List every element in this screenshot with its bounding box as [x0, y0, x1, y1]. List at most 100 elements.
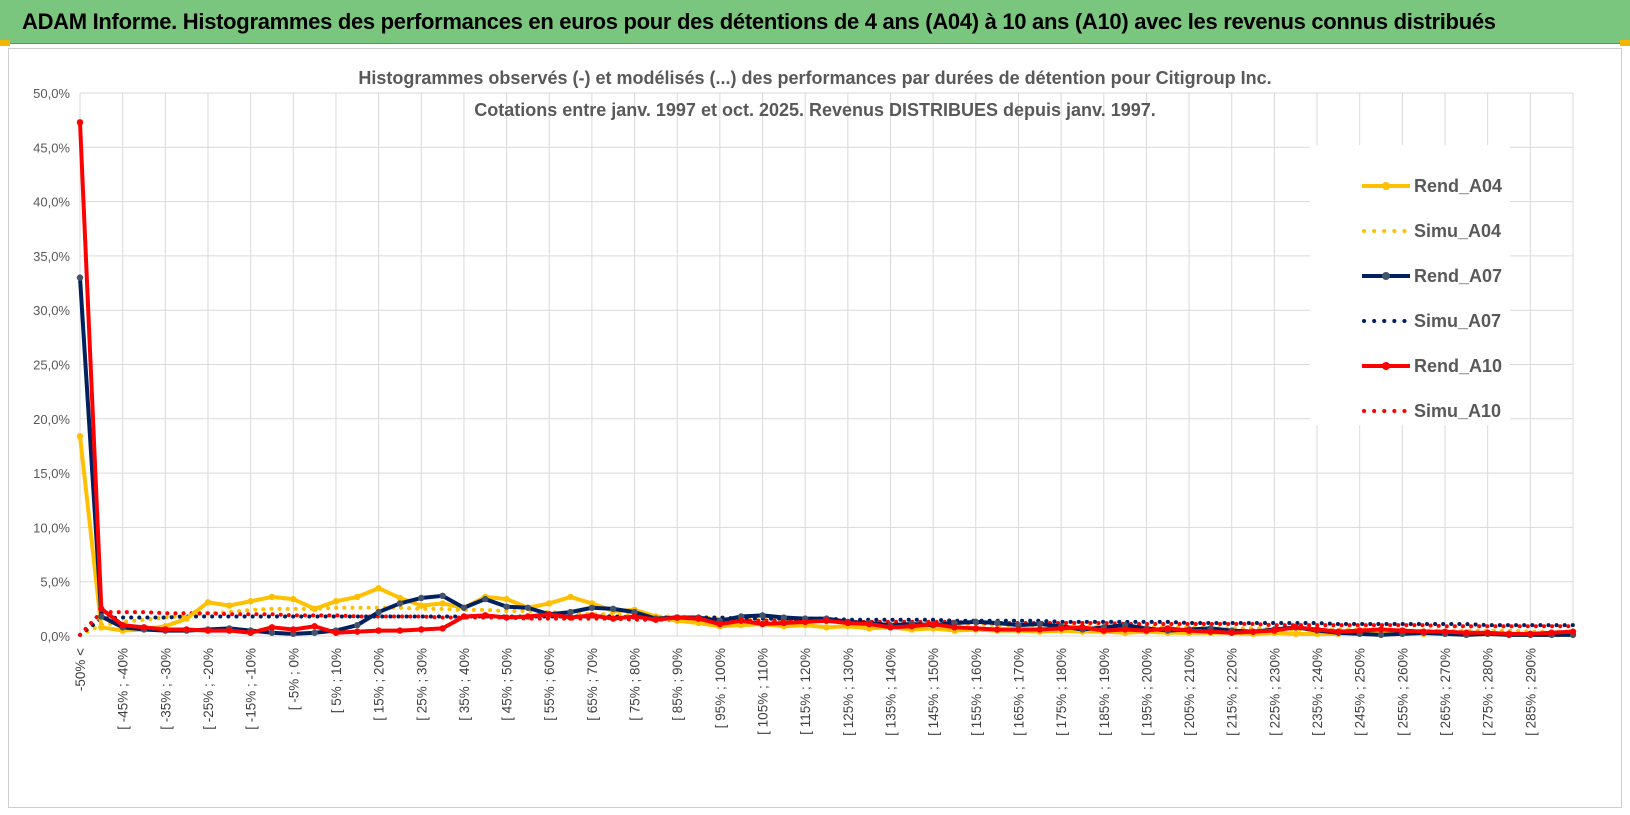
legend-label: Simu_A10 — [1414, 401, 1501, 421]
data-point-Rend_A07 — [1377, 631, 1385, 639]
data-point-Rend_A04 — [311, 605, 318, 613]
x-tick-label: [ 165% ; 170% — [1011, 648, 1026, 736]
banner-corner-left — [0, 40, 10, 46]
data-point-Rend_A04 — [247, 598, 254, 605]
x-tick-label: [ 215% ; 220% — [1225, 648, 1240, 736]
y-tick-label: 5,0% — [40, 575, 70, 590]
y-tick-label: 0,0% — [40, 629, 70, 644]
x-tick-label: [ 185% ; 190% — [1097, 648, 1112, 736]
banner-corner-right — [1620, 40, 1630, 46]
data-point-Rend_A10 — [1356, 627, 1363, 634]
report-banner: ADAM Informe. Histogrammes des performan… — [0, 0, 1630, 44]
x-tick-label: [ 285% ; 290% — [1523, 648, 1538, 736]
data-point-Rend_A04 — [1292, 630, 1299, 638]
legend-item-Simu_A04: Simu_A04 — [1362, 221, 1501, 241]
legend-background — [1310, 145, 1510, 425]
x-axis: -50% < [ -45% ; -40% [ -35% ; -30% [ -25% ;… — [73, 648, 1538, 736]
data-point-Rend_A10 — [1164, 625, 1171, 632]
data-point-Rend_A10 — [908, 623, 916, 630]
x-tick-label: [ 115% ; 120% — [798, 648, 813, 735]
x-tick-label: [ 195% ; 200% — [1139, 648, 1154, 736]
data-point-Rend_A10 — [183, 626, 190, 633]
data-point-Rend_A07 — [993, 619, 1001, 627]
data-point-Rend_A04 — [439, 600, 446, 607]
data-point-Rend_A04 — [268, 593, 276, 601]
data-point-Rend_A10 — [460, 613, 468, 620]
data-point-Rend_A10 — [98, 605, 105, 613]
data-point-Rend_A07 — [418, 594, 425, 602]
data-point-Rend_A10 — [844, 619, 852, 627]
data-point-Rend_A07 — [460, 604, 468, 611]
data-point-Rend_A10 — [588, 612, 596, 619]
series-Simu_A10 — [78, 610, 1575, 637]
data-point-Rend_A04 — [290, 595, 297, 603]
x-tick-label: [ 25% ; 30% — [414, 648, 429, 721]
data-point-Rend_A10 — [695, 615, 702, 622]
data-point-Rend_A10 — [375, 627, 382, 634]
chart-title-line1: Histogrammes observés (-) et modélisés (… — [358, 68, 1271, 88]
data-point-Rend_A10 — [610, 615, 617, 622]
x-tick-label: -50% < — [73, 648, 88, 691]
data-point-Rend_A04 — [396, 594, 404, 602]
y-tick-label: 40,0% — [33, 195, 70, 210]
x-tick-label: [ 175% ; 180% — [1054, 648, 1069, 736]
data-point-Rend_A10 — [887, 624, 894, 631]
data-point-Rend_A07 — [311, 629, 318, 636]
data-point-Rend_A10 — [1441, 628, 1449, 635]
data-point-Rend_A04 — [567, 593, 574, 601]
data-point-Rend_A10 — [631, 613, 638, 620]
legend-label: Simu_A07 — [1414, 311, 1501, 331]
data-point-Rend_A10 — [993, 626, 1001, 633]
data-point-Rend_A07 — [759, 612, 766, 619]
data-point-Rend_A10 — [1463, 629, 1470, 636]
data-point-Rend_A10 — [76, 119, 84, 126]
data-point-Rend_A10 — [503, 614, 510, 621]
data-point-Rend_A10 — [737, 617, 745, 624]
x-tick-label: [ 245% ; 250% — [1353, 648, 1368, 736]
legend-marker — [1382, 362, 1390, 370]
x-tick-label: [ 125% ; 130% — [841, 648, 856, 736]
y-tick-label: 35,0% — [33, 249, 70, 264]
x-tick-label: [ 275% ; 280% — [1481, 648, 1496, 736]
data-point-Rend_A10 — [1100, 627, 1107, 634]
data-point-Rend_A04 — [204, 599, 212, 606]
x-tick-label: [ -15% ; -10% — [244, 648, 259, 730]
data-point-Rend_A07 — [588, 604, 596, 611]
data-point-Rend_A10 — [482, 612, 489, 619]
y-tick-label: 20,0% — [33, 412, 70, 427]
data-point-Rend_A10 — [567, 614, 574, 621]
data-point-Rend_A10 — [1335, 628, 1342, 635]
y-tick-label: 25,0% — [33, 358, 70, 373]
data-point-Rend_A04 — [332, 598, 340, 605]
chart-legend: Rend_A04 Simu_A04 Rend_A07 Simu_A07 Rend_A10… — [1362, 176, 1502, 421]
data-point-Rend_A07 — [396, 600, 404, 607]
data-point-Rend_A07 — [354, 621, 361, 629]
data-point-Rend_A10 — [1185, 627, 1193, 634]
data-point-Rend_A10 — [823, 617, 830, 624]
y-axis: 0,0% 5,0% 10,0% 15,0% 20,0% 25,0% 30,0% 35,0% 40… — [33, 86, 70, 644]
data-point-Rend_A10 — [1313, 626, 1321, 633]
data-point-Rend_A10 — [972, 625, 979, 632]
data-point-Rend_A10 — [1249, 628, 1257, 635]
data-point-Rend_A10 — [652, 616, 660, 623]
x-tick-label: [ 15% ; 20% — [372, 648, 387, 721]
legend-label: Rend_A04 — [1414, 176, 1502, 196]
legend-item-Simu_A07: Simu_A07 — [1362, 311, 1501, 331]
data-point-Rend_A10 — [674, 614, 681, 621]
data-point-Rend_A10 — [1271, 627, 1278, 634]
y-tick-label: 50,0% — [33, 86, 70, 101]
data-point-Rend_A10 — [311, 623, 318, 630]
data-point-Rend_A10 — [1228, 629, 1235, 636]
data-point-Rend_A10 — [140, 624, 148, 631]
data-point-Rend_A07 — [76, 274, 84, 281]
legend-marker — [1382, 272, 1390, 280]
x-tick-label: [ -35% ; -30% — [158, 648, 173, 730]
legend-label: Rend_A07 — [1414, 266, 1502, 286]
legend-item-Rend_A04: Rend_A04 — [1362, 176, 1502, 196]
data-point-Rend_A07 — [567, 608, 574, 616]
data-point-Rend_A10 — [162, 626, 169, 633]
chart-grid — [79, 92, 1574, 637]
data-point-Rend_A10 — [1527, 630, 1534, 638]
data-point-Rend_A10 — [1484, 629, 1491, 636]
data-point-Rend_A04 — [183, 615, 190, 622]
